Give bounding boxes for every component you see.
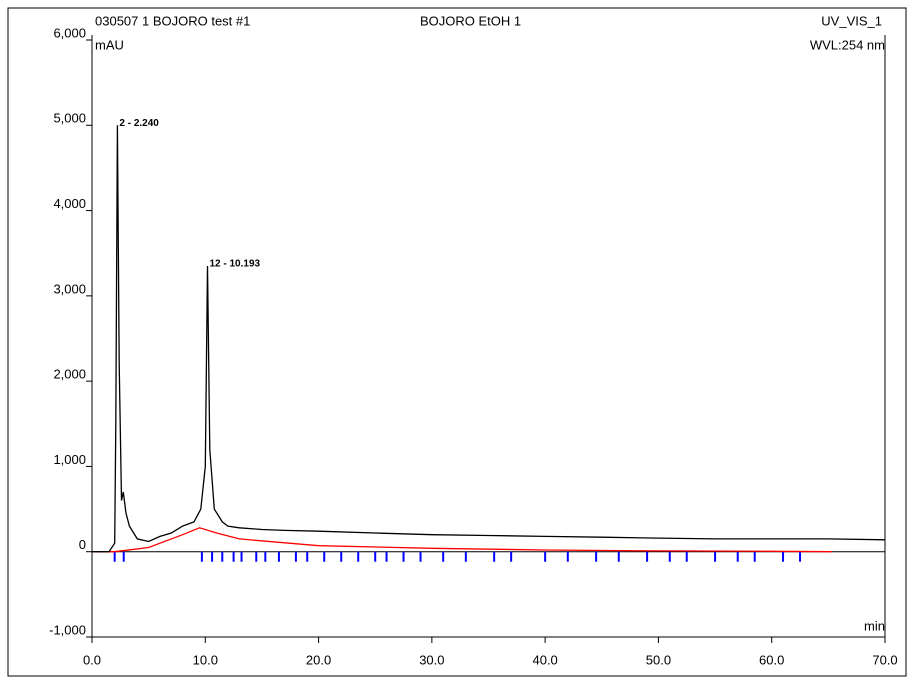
x-tick-label: 20.0 [306, 652, 331, 667]
y-tick-label: 6,000 [53, 25, 86, 40]
peak-label: 12 - 10.193 [209, 259, 260, 270]
x-tick-label: 70.0 [872, 652, 897, 667]
x-tick-label: 0.0 [83, 652, 101, 667]
chart-title: BOJORO EtOH 1 [420, 13, 521, 28]
y-tick-label: 2,000 [53, 367, 86, 382]
baseline [92, 527, 832, 553]
frame [7, 7, 907, 677]
x-tick-label: 30.0 [419, 652, 444, 667]
y-tick-label: 3,000 [53, 281, 86, 296]
sample-name: 030507 1 BOJORO test #1 [95, 13, 250, 28]
x-tick-label: 40.0 [532, 652, 557, 667]
x-tick-label: 10.0 [193, 652, 218, 667]
channel: UV_VIS_1 [821, 13, 882, 28]
y-tick-label: -1,000 [49, 622, 86, 637]
y-tick-label: 5,000 [53, 111, 86, 126]
trace [92, 125, 886, 553]
x-tick-label: 60.0 [759, 652, 784, 667]
y-tick-label: 0 [79, 537, 86, 552]
wavelength: WVL:254 nm [810, 37, 885, 52]
x-axis-label: min [864, 618, 885, 633]
y-tick-label: 4,000 [53, 196, 86, 211]
y-axis-label: mAU [95, 37, 124, 52]
y-tick-label: 1,000 [53, 452, 86, 467]
peak-label: 2 - 2.240 [119, 118, 159, 129]
x-tick-label: 50.0 [646, 652, 671, 667]
